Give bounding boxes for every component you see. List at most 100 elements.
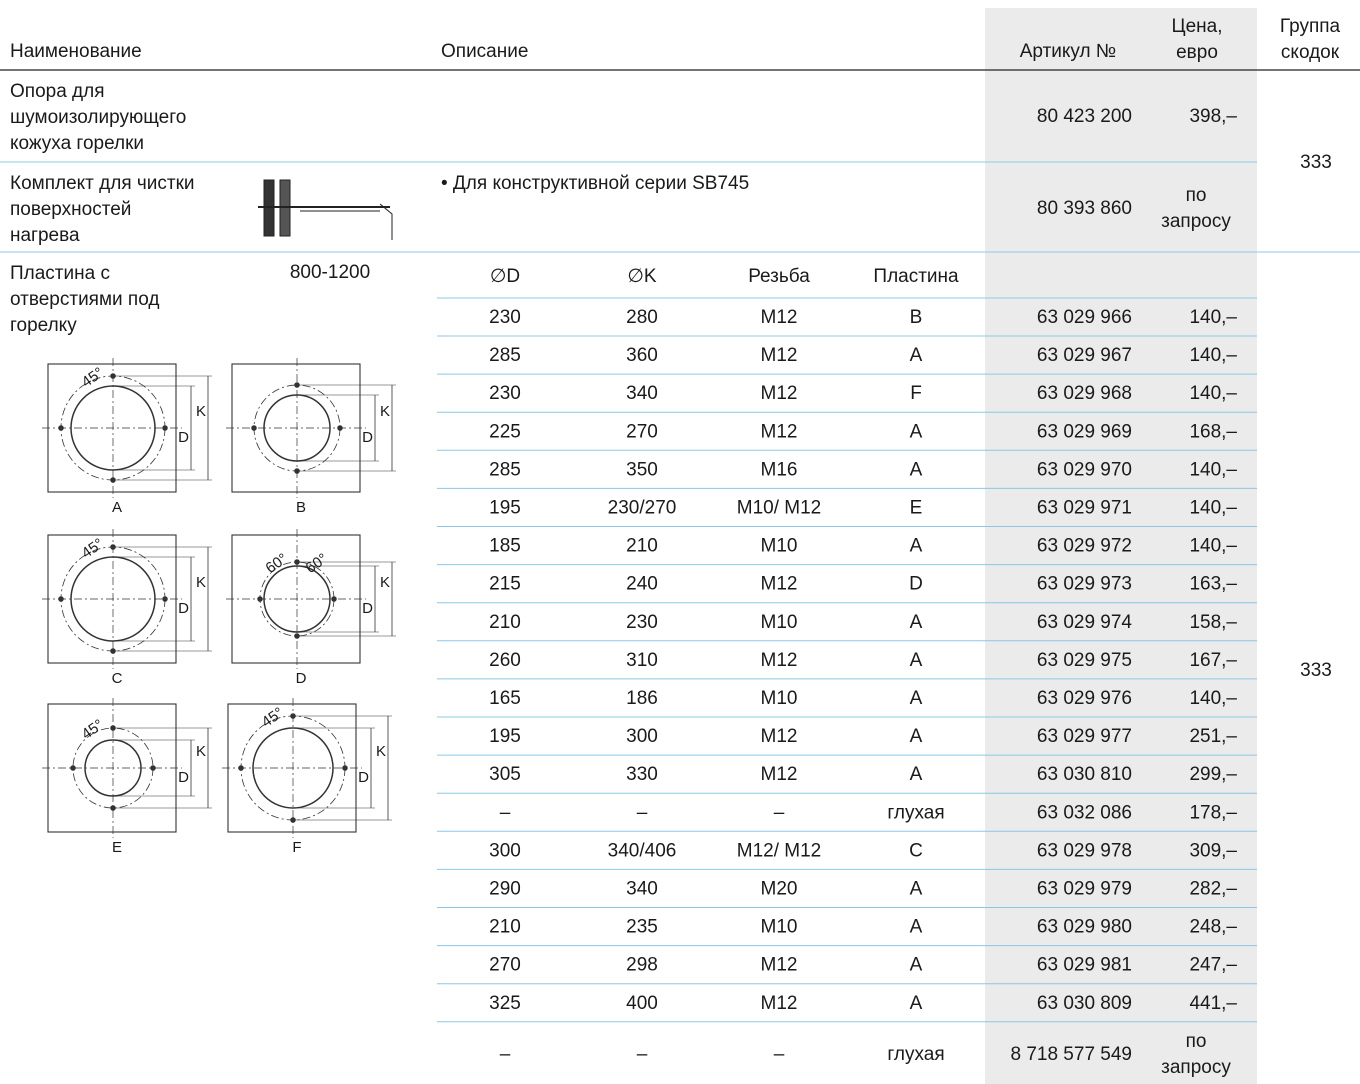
price: 168,– xyxy=(1189,421,1237,442)
price: 299,– xyxy=(1189,764,1237,785)
article: 63 029 969 xyxy=(1037,421,1132,442)
cell: 210 xyxy=(626,536,658,557)
price: запросу xyxy=(1161,1057,1231,1078)
item-name: отверстиями под xyxy=(10,289,159,310)
cell: M12 xyxy=(761,421,798,442)
header-article: Артикул № xyxy=(1020,41,1117,62)
cell: A xyxy=(910,879,923,900)
cell: 300 xyxy=(489,840,521,861)
cell: A xyxy=(910,459,923,480)
article: 63 029 979 xyxy=(1037,879,1132,900)
plate-drawing xyxy=(226,529,396,669)
bolt-hole xyxy=(331,596,337,602)
article: 63 029 977 xyxy=(1037,726,1132,747)
bolt-hole xyxy=(162,425,168,431)
cell: 340 xyxy=(626,383,658,404)
cell: M12 xyxy=(761,955,798,976)
header-group: скодок xyxy=(1281,42,1340,63)
bolt-hole xyxy=(150,765,156,771)
cell: A xyxy=(910,345,923,366)
item-name: Комплект для чистки xyxy=(10,173,195,194)
cell: 230 xyxy=(489,307,521,328)
price: 140,– xyxy=(1189,688,1237,709)
cell: 230 xyxy=(626,612,658,633)
article: 63 029 972 xyxy=(1037,536,1132,557)
column-header: ∅K xyxy=(627,266,657,287)
drawing-label: A xyxy=(112,499,122,516)
cell: 340 xyxy=(626,879,658,900)
article: 63 029 974 xyxy=(1037,612,1133,633)
column-header: Резьба xyxy=(748,266,810,287)
dim-label: K xyxy=(196,403,206,420)
cell: M12 xyxy=(761,764,798,785)
cell: E xyxy=(910,498,923,519)
cell: глухая xyxy=(887,802,944,823)
cell: A xyxy=(910,726,923,747)
article: 63 029 973 xyxy=(1037,574,1132,595)
article: 80 393 860 xyxy=(1037,198,1132,219)
article: 63 029 978 xyxy=(1037,840,1132,861)
drawing-label: E xyxy=(112,839,122,856)
angle-label: 45° xyxy=(79,716,107,743)
cell: A xyxy=(910,612,923,633)
article: 63 030 809 xyxy=(1037,993,1132,1014)
cell: – xyxy=(774,802,785,823)
price: по xyxy=(1186,1031,1207,1052)
cell: M12 xyxy=(761,574,798,595)
bolt-hole xyxy=(337,425,343,431)
dim-label: D xyxy=(358,769,369,786)
bolt-hole xyxy=(342,765,348,771)
cell: D xyxy=(909,574,923,595)
cell: A xyxy=(910,917,923,938)
cell: M10 xyxy=(761,612,798,633)
price: 309,– xyxy=(1189,840,1237,861)
cell: F xyxy=(910,383,922,404)
bolt-hole xyxy=(162,596,168,602)
price: запросу xyxy=(1161,211,1231,232)
price: 140,– xyxy=(1189,459,1237,480)
gray-column xyxy=(985,8,1257,1084)
plate-drawing xyxy=(222,698,392,838)
cell: – xyxy=(500,802,511,823)
article: 63 029 975 xyxy=(1037,650,1132,671)
cell: 330 xyxy=(626,764,658,785)
price: 251,– xyxy=(1189,726,1237,747)
brush-icon xyxy=(258,179,393,240)
price: 282,– xyxy=(1189,879,1237,900)
article: 8 718 577 549 xyxy=(1010,1044,1132,1065)
header-description: Описание xyxy=(441,41,528,62)
cell: A xyxy=(910,688,923,709)
cell: M16 xyxy=(761,459,798,480)
dim-label: K xyxy=(196,574,206,591)
dim-label: K xyxy=(380,403,390,420)
cell: 400 xyxy=(626,993,658,1014)
plate-drawing xyxy=(42,358,212,498)
bolt-hole xyxy=(58,596,64,602)
cell: A xyxy=(910,764,923,785)
price: 140,– xyxy=(1189,345,1237,366)
cell: 310 xyxy=(626,650,658,671)
cell: M12 xyxy=(761,307,798,328)
drawing-label: D xyxy=(296,670,307,687)
article: 63 029 981 xyxy=(1037,955,1132,976)
cell: M12 xyxy=(761,383,798,404)
cell: 230/270 xyxy=(608,498,677,519)
cell: 210 xyxy=(489,917,521,938)
cell: 270 xyxy=(626,421,658,442)
angle-label: 60° xyxy=(263,550,291,577)
cell: M10 xyxy=(761,536,798,557)
cell: M12 xyxy=(761,993,798,1014)
price: 140,– xyxy=(1189,383,1237,404)
price: 248,– xyxy=(1189,917,1237,938)
dim-label: D xyxy=(178,600,189,617)
cell: 230 xyxy=(489,383,521,404)
bolt-hole xyxy=(58,425,64,431)
cell: 235 xyxy=(626,917,658,938)
header-group: Группа xyxy=(1280,16,1341,37)
cell: 305 xyxy=(489,764,521,785)
cell: A xyxy=(910,536,923,557)
price: 158,– xyxy=(1189,612,1237,633)
cell: 290 xyxy=(489,879,521,900)
column-header: Пластина xyxy=(873,266,959,287)
